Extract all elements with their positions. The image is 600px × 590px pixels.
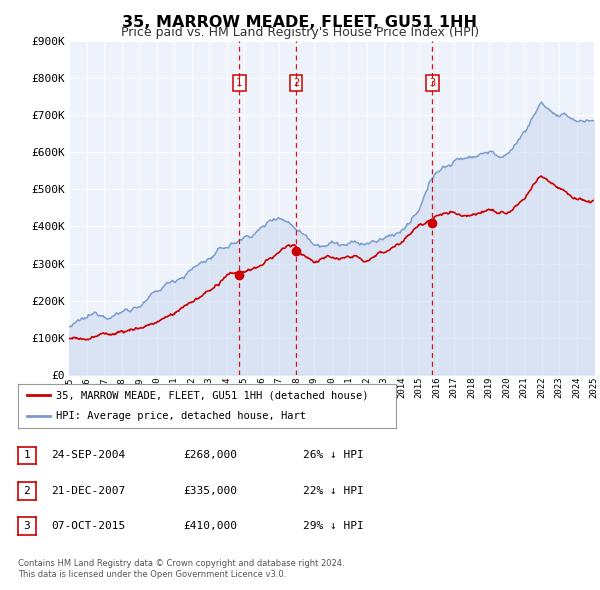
Text: Price paid vs. HM Land Registry's House Price Index (HPI): Price paid vs. HM Land Registry's House …	[121, 26, 479, 39]
Text: £335,000: £335,000	[183, 486, 237, 496]
Text: This data is licensed under the Open Government Licence v3.0.: This data is licensed under the Open Gov…	[18, 571, 286, 579]
Text: £410,000: £410,000	[183, 522, 237, 531]
Text: 3: 3	[23, 522, 31, 531]
Text: 22% ↓ HPI: 22% ↓ HPI	[303, 486, 364, 496]
Text: 21-DEC-2007: 21-DEC-2007	[51, 486, 125, 496]
Text: 3: 3	[430, 78, 436, 88]
Text: 24-SEP-2004: 24-SEP-2004	[51, 451, 125, 460]
Text: Contains HM Land Registry data © Crown copyright and database right 2024.: Contains HM Land Registry data © Crown c…	[18, 559, 344, 568]
Text: 29% ↓ HPI: 29% ↓ HPI	[303, 522, 364, 531]
Text: £268,000: £268,000	[183, 451, 237, 460]
Text: 07-OCT-2015: 07-OCT-2015	[51, 522, 125, 531]
Text: 2: 2	[293, 78, 299, 88]
Text: 26% ↓ HPI: 26% ↓ HPI	[303, 451, 364, 460]
Text: 2: 2	[23, 486, 31, 496]
Text: HPI: Average price, detached house, Hart: HPI: Average price, detached house, Hart	[56, 411, 306, 421]
Text: 1: 1	[23, 451, 31, 460]
Text: 1: 1	[236, 78, 242, 88]
Text: 35, MARROW MEADE, FLEET, GU51 1HH (detached house): 35, MARROW MEADE, FLEET, GU51 1HH (detac…	[56, 391, 368, 401]
Text: 35, MARROW MEADE, FLEET, GU51 1HH: 35, MARROW MEADE, FLEET, GU51 1HH	[122, 15, 478, 30]
